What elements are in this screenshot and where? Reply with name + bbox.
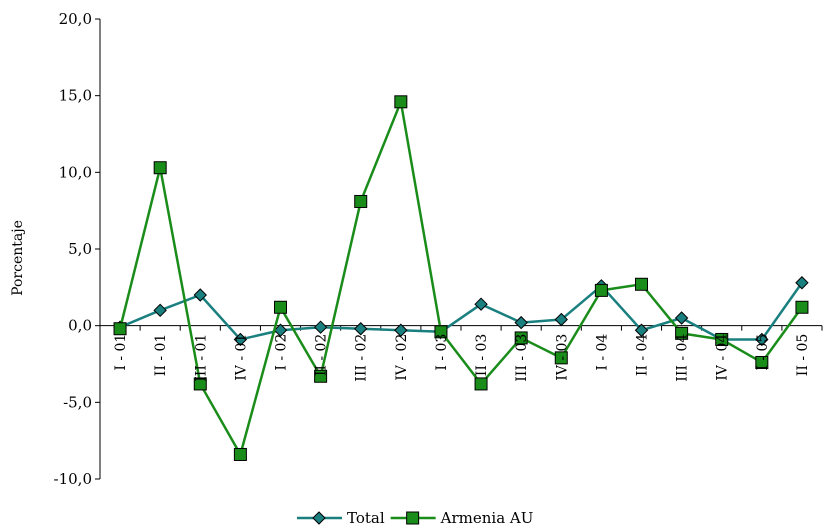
x-tick-label: II - 04 xyxy=(635,334,651,377)
legend-item: Total xyxy=(297,509,385,526)
y-tick-label: -5,0 xyxy=(63,393,92,411)
y-tick-label: 15,0 xyxy=(59,87,92,105)
data-point-square xyxy=(233,447,247,461)
series-total xyxy=(113,276,809,347)
data-point-square xyxy=(635,277,648,291)
x-tick-label: III - 01 xyxy=(193,334,209,382)
data-point-square xyxy=(675,326,689,340)
legend-label: Total xyxy=(347,509,385,526)
data-point-diamond xyxy=(795,276,809,290)
data-point-square xyxy=(354,194,368,208)
data-point-diamond xyxy=(514,315,528,330)
x-tick-labels: I - 01 II - 01 III - 01 IV - 01 I - 02 II - 0… xyxy=(113,334,811,382)
data-point-diamond xyxy=(233,332,248,347)
x-tick-label: I - 02 xyxy=(274,334,290,371)
data-point-square xyxy=(193,377,207,391)
x-tick-label: I - 03 xyxy=(434,334,450,371)
legend-item: Armenia AU xyxy=(390,509,534,526)
data-point-diamond xyxy=(193,288,207,302)
x-tick-label: III - 03 xyxy=(514,334,530,382)
data-point-diamond xyxy=(273,323,288,337)
legend-diamond-marker xyxy=(312,511,326,525)
y-tick-label: 10,0 xyxy=(59,163,92,181)
data-point-square xyxy=(314,369,328,383)
data-point-square xyxy=(755,355,769,369)
y-tick-label: 5,0 xyxy=(68,240,92,258)
x-tick-label: II - 01 xyxy=(153,334,169,377)
x-tick-label: I - 05 xyxy=(755,334,771,371)
y-tick-label: -10,0 xyxy=(54,470,92,488)
y-tick-label: 20,0 xyxy=(59,10,92,28)
data-point-diamond xyxy=(474,297,488,311)
data-point-diamond xyxy=(394,323,408,337)
data-point-square xyxy=(715,332,729,346)
series-armenia-au xyxy=(113,95,809,461)
y-axis: 20,0 15,0 10,0 5,0 0,0 -5,0 -10,0 xyxy=(54,10,101,488)
x-axis xyxy=(99,325,823,331)
legend-square-marker xyxy=(406,511,420,525)
x-tick-label: IV - 01 xyxy=(233,334,249,381)
data-point-square xyxy=(113,322,127,336)
data-point-diamond xyxy=(634,323,649,337)
x-tick-label: III - 02 xyxy=(354,334,370,382)
data-point-diamond xyxy=(554,312,568,327)
y-axis-label: Porcentaje xyxy=(10,220,26,296)
x-tick-label: I - 04 xyxy=(594,334,610,371)
data-point-diamond xyxy=(313,320,328,334)
y-tick-label: 0,0 xyxy=(68,317,92,335)
data-point-diamond xyxy=(674,311,689,325)
x-tick-label: IV - 02 xyxy=(394,334,410,381)
x-tick-label: I - 01 xyxy=(113,334,129,371)
legend: Total Armenia AU xyxy=(297,509,533,526)
data-point-square xyxy=(474,377,488,391)
x-tick-label: III - 04 xyxy=(675,334,691,382)
data-point-square xyxy=(795,300,809,314)
data-point-diamond xyxy=(153,303,167,318)
data-point-square xyxy=(394,95,408,109)
data-point-square xyxy=(434,325,448,339)
data-point-diamond xyxy=(354,322,368,336)
x-tick-label: IV - 04 xyxy=(715,334,731,381)
data-point-square xyxy=(554,351,568,365)
series-line xyxy=(119,282,803,341)
x-tick-label: II - 02 xyxy=(314,334,330,377)
data-point-square xyxy=(594,283,608,297)
series-layer xyxy=(113,95,809,461)
x-tick-label: II - 03 xyxy=(474,334,490,377)
x-tick-label: II - 05 xyxy=(795,334,811,377)
data-point-diamond xyxy=(755,332,769,347)
x-tick-label: IV - 03 xyxy=(554,334,570,381)
data-point-square xyxy=(514,331,528,345)
legend-label: Armenia AU xyxy=(440,509,534,526)
data-point-square xyxy=(274,300,287,314)
data-point-square xyxy=(153,161,167,175)
series-line xyxy=(118,100,803,456)
